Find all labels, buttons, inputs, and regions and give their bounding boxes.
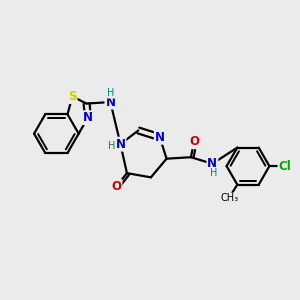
Text: H: H [107, 88, 115, 98]
Text: O: O [189, 135, 199, 148]
Text: N: N [155, 131, 165, 144]
Text: Cl: Cl [278, 160, 291, 172]
Text: N: N [116, 138, 125, 151]
Text: N: N [105, 96, 116, 109]
Text: S: S [68, 90, 76, 103]
Text: N: N [207, 157, 217, 170]
Text: N: N [83, 111, 93, 124]
Text: CH₃: CH₃ [221, 193, 239, 203]
Text: H: H [108, 141, 115, 151]
Text: O: O [112, 180, 122, 193]
Text: H: H [210, 168, 218, 178]
